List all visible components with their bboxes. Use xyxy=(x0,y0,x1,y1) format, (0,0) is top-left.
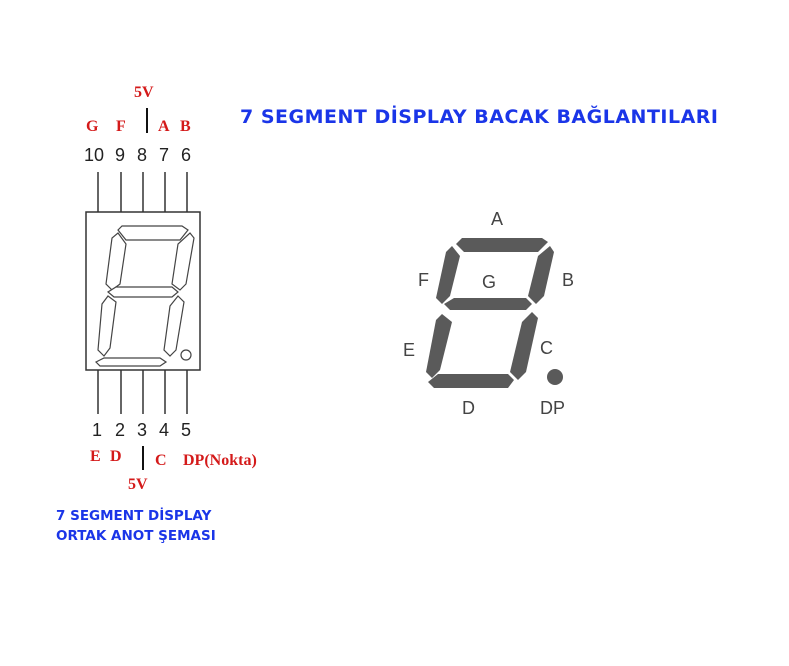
bottom-pin-label-d: D xyxy=(110,448,122,465)
bottom-pin-label-dp: DP(Nokta) xyxy=(183,452,257,469)
segment-label-a: A xyxy=(491,209,504,229)
pkg-seg-e xyxy=(97,295,117,357)
subtitle-line-1: 7 SEGMENT DİSPLAY xyxy=(56,508,212,524)
segment-label-b: B xyxy=(562,270,575,290)
top-pin-label-g: G xyxy=(86,118,99,135)
bottom-pin-number: 5 xyxy=(181,420,192,440)
bottom-pin-number: 3 xyxy=(137,420,148,440)
top-pin-label-f: F xyxy=(116,118,126,135)
bottom-common-label: 5V xyxy=(128,476,148,493)
pkg-seg-g xyxy=(106,286,179,298)
pkg-seg-dp xyxy=(180,349,192,361)
seg-f xyxy=(436,246,460,304)
segment-label-g: G xyxy=(482,272,497,292)
seg-dp xyxy=(547,369,563,385)
bottom-pin-number: 4 xyxy=(159,420,170,440)
seg-d xyxy=(428,374,514,388)
segment-label-f: F xyxy=(418,270,429,290)
top-pin-number: 9 xyxy=(115,145,126,165)
bottom-pin-label-e: E xyxy=(90,448,101,465)
segment-label-c: C xyxy=(540,338,553,358)
top-pin-label-b: B xyxy=(180,118,191,135)
bottom-pin-number: 2 xyxy=(115,420,126,440)
top-pin-number: 10 xyxy=(84,145,105,165)
bottom-pin-label-c: C xyxy=(155,452,167,469)
top-pin-number: 6 xyxy=(181,145,192,165)
segment-diagram xyxy=(426,238,563,388)
top-pin-label-a: A xyxy=(158,118,170,135)
bottom-pin-number: 1 xyxy=(92,420,103,440)
seg-a xyxy=(456,238,548,252)
segment-label-d: D xyxy=(462,398,475,418)
segment-label-e: E xyxy=(403,340,416,360)
diagram-subtitle: 7 SEGMENT DİSPLAY ORTAK ANOT ŞEMASI xyxy=(56,506,216,546)
seg-c xyxy=(510,312,538,380)
top-pin-number: 8 xyxy=(137,145,148,165)
page-title: 7 SEGMENT DİSPLAY BACAK BAĞLANTILARI xyxy=(240,106,719,128)
bottom-leads xyxy=(97,370,188,414)
seg-e xyxy=(426,314,452,378)
pkg-seg-c xyxy=(163,295,185,357)
segment-label-dp: DP xyxy=(540,398,566,418)
top-leads xyxy=(97,172,188,212)
top-common-label: 5V xyxy=(134,84,154,101)
package-digit xyxy=(94,225,195,367)
pkg-seg-d xyxy=(94,357,168,367)
subtitle-line-2: ORTAK ANOT ŞEMASI xyxy=(56,528,216,544)
seg-g xyxy=(444,298,532,310)
pkg-seg-b xyxy=(171,232,195,291)
pkg-seg-a xyxy=(117,225,189,241)
top-pin-number: 7 xyxy=(159,145,170,165)
seg-b xyxy=(528,246,554,304)
